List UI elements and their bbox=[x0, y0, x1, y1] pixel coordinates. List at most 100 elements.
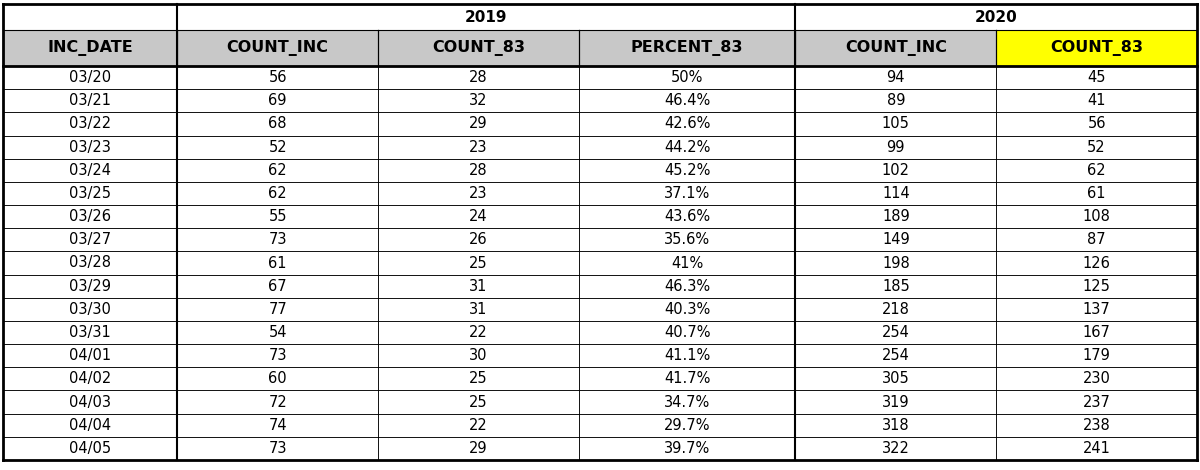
Text: 114: 114 bbox=[882, 186, 910, 201]
Text: 74: 74 bbox=[269, 418, 287, 433]
Text: 56: 56 bbox=[269, 70, 287, 85]
Text: 37.1%: 37.1% bbox=[664, 186, 710, 201]
Text: 73: 73 bbox=[269, 232, 287, 247]
Text: 254: 254 bbox=[882, 348, 910, 363]
Text: 73: 73 bbox=[269, 348, 287, 363]
Text: 31: 31 bbox=[469, 302, 487, 317]
Text: COUNT_INC: COUNT_INC bbox=[227, 40, 329, 56]
Text: 28: 28 bbox=[469, 163, 487, 178]
Text: 40.7%: 40.7% bbox=[664, 325, 710, 340]
Bar bbox=[796, 30, 996, 66]
Text: 26: 26 bbox=[469, 232, 487, 247]
Text: 28: 28 bbox=[469, 70, 487, 85]
Text: 77: 77 bbox=[269, 302, 287, 317]
Text: 04/05: 04/05 bbox=[70, 441, 112, 456]
Text: 61: 61 bbox=[1087, 186, 1106, 201]
Text: 62: 62 bbox=[1087, 163, 1106, 178]
Text: 41.1%: 41.1% bbox=[664, 348, 710, 363]
Text: 04/04: 04/04 bbox=[70, 418, 112, 433]
Text: 29: 29 bbox=[469, 441, 487, 456]
Text: 238: 238 bbox=[1082, 418, 1110, 433]
Text: 241: 241 bbox=[1082, 441, 1110, 456]
Text: 03/25: 03/25 bbox=[70, 186, 112, 201]
Text: 03/28: 03/28 bbox=[70, 256, 112, 271]
Text: 73: 73 bbox=[269, 441, 287, 456]
Text: 03/31: 03/31 bbox=[70, 325, 112, 340]
Text: COUNT_83: COUNT_83 bbox=[1050, 40, 1144, 56]
Text: 126: 126 bbox=[1082, 256, 1110, 271]
Text: 04/03: 04/03 bbox=[70, 394, 112, 409]
Text: 24: 24 bbox=[469, 209, 487, 224]
Text: 03/23: 03/23 bbox=[70, 140, 112, 155]
Text: 39.7%: 39.7% bbox=[664, 441, 710, 456]
Text: 03/26: 03/26 bbox=[70, 209, 112, 224]
Text: 54: 54 bbox=[269, 325, 287, 340]
Text: 41%: 41% bbox=[671, 256, 703, 271]
Text: 237: 237 bbox=[1082, 394, 1110, 409]
Text: INC_DATE: INC_DATE bbox=[47, 40, 133, 56]
Text: 32: 32 bbox=[469, 93, 487, 108]
Text: 322: 322 bbox=[882, 441, 910, 456]
Text: 46.3%: 46.3% bbox=[664, 279, 710, 294]
Text: 29: 29 bbox=[469, 117, 487, 132]
Text: 35.6%: 35.6% bbox=[664, 232, 710, 247]
Text: 43.6%: 43.6% bbox=[664, 209, 710, 224]
Text: 137: 137 bbox=[1082, 302, 1110, 317]
Text: 41.7%: 41.7% bbox=[664, 371, 710, 386]
Text: 52: 52 bbox=[269, 140, 287, 155]
Text: 03/24: 03/24 bbox=[70, 163, 112, 178]
Text: 254: 254 bbox=[882, 325, 910, 340]
Text: 319: 319 bbox=[882, 394, 910, 409]
Text: 89: 89 bbox=[887, 93, 905, 108]
Text: 55: 55 bbox=[269, 209, 287, 224]
Bar bbox=[2, 30, 178, 66]
Text: 149: 149 bbox=[882, 232, 910, 247]
Text: 108: 108 bbox=[1082, 209, 1110, 224]
Bar bbox=[178, 30, 378, 66]
Text: 25: 25 bbox=[469, 371, 487, 386]
Text: 25: 25 bbox=[469, 256, 487, 271]
Text: COUNT_INC: COUNT_INC bbox=[845, 40, 947, 56]
Text: 2019: 2019 bbox=[466, 9, 508, 24]
Text: 03/21: 03/21 bbox=[70, 93, 112, 108]
Text: 72: 72 bbox=[269, 394, 287, 409]
Text: 04/01: 04/01 bbox=[70, 348, 112, 363]
Text: PERCENT_83: PERCENT_83 bbox=[631, 40, 744, 56]
Text: 04/02: 04/02 bbox=[70, 371, 112, 386]
Text: 62: 62 bbox=[269, 163, 287, 178]
Text: 87: 87 bbox=[1087, 232, 1106, 247]
Text: 102: 102 bbox=[882, 163, 910, 178]
Text: 30: 30 bbox=[469, 348, 487, 363]
Text: 305: 305 bbox=[882, 371, 910, 386]
Text: 218: 218 bbox=[882, 302, 910, 317]
Text: 105: 105 bbox=[882, 117, 910, 132]
Text: 189: 189 bbox=[882, 209, 910, 224]
Text: 56: 56 bbox=[1087, 117, 1106, 132]
Text: 99: 99 bbox=[887, 140, 905, 155]
Bar bbox=[578, 30, 796, 66]
Text: COUNT_83: COUNT_83 bbox=[432, 40, 524, 56]
Text: 318: 318 bbox=[882, 418, 910, 433]
Text: 31: 31 bbox=[469, 279, 487, 294]
Text: 45: 45 bbox=[1087, 70, 1106, 85]
Text: 45.2%: 45.2% bbox=[664, 163, 710, 178]
Text: 29.7%: 29.7% bbox=[664, 418, 710, 433]
Text: 40.3%: 40.3% bbox=[664, 302, 710, 317]
Text: 03/22: 03/22 bbox=[70, 117, 112, 132]
Text: 23: 23 bbox=[469, 140, 487, 155]
Text: 167: 167 bbox=[1082, 325, 1110, 340]
Text: 22: 22 bbox=[469, 418, 488, 433]
Text: 125: 125 bbox=[1082, 279, 1110, 294]
Text: 61: 61 bbox=[269, 256, 287, 271]
Text: 185: 185 bbox=[882, 279, 910, 294]
Text: 03/20: 03/20 bbox=[70, 70, 112, 85]
Text: 42.6%: 42.6% bbox=[664, 117, 710, 132]
Bar bbox=[378, 30, 578, 66]
Text: 2020: 2020 bbox=[974, 9, 1018, 24]
Text: 25: 25 bbox=[469, 394, 487, 409]
Text: 46.4%: 46.4% bbox=[664, 93, 710, 108]
Bar bbox=[996, 30, 1198, 66]
Text: 41: 41 bbox=[1087, 93, 1106, 108]
Text: 23: 23 bbox=[469, 186, 487, 201]
Text: 44.2%: 44.2% bbox=[664, 140, 710, 155]
